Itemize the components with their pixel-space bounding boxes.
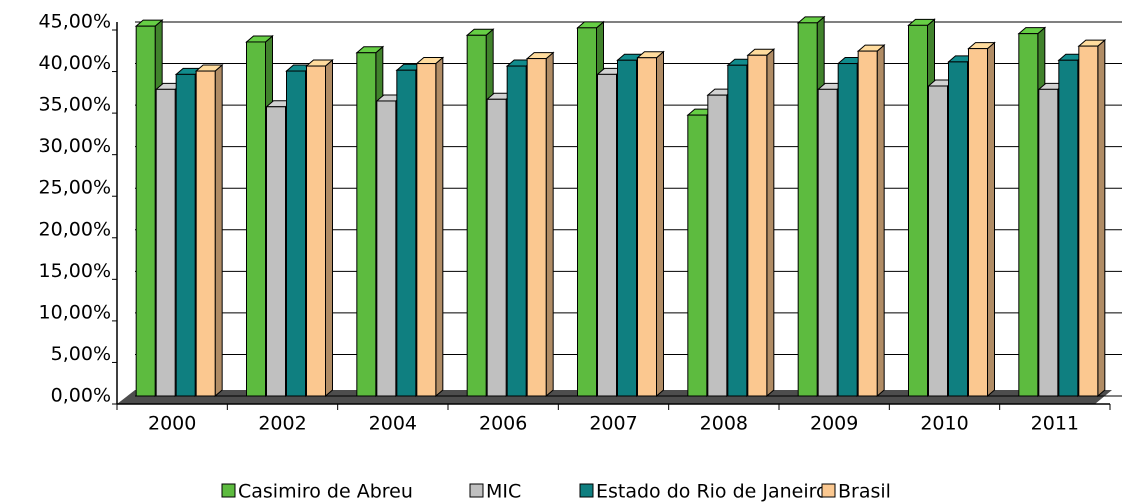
x-tick-label: 2009 bbox=[810, 413, 858, 435]
x-tick-label: 2011 bbox=[1031, 413, 1079, 435]
bar bbox=[577, 27, 597, 397]
bar bbox=[306, 65, 326, 397]
bar bbox=[486, 98, 507, 397]
bar bbox=[968, 48, 988, 397]
x-tick-label: 2000 bbox=[148, 413, 196, 435]
bar-side bbox=[1097, 39, 1106, 398]
bar bbox=[266, 106, 286, 397]
bar-side bbox=[435, 56, 444, 398]
x-tick-label: 2006 bbox=[479, 413, 527, 435]
bar bbox=[797, 22, 818, 397]
y-tick-label: 20,00% bbox=[39, 218, 111, 240]
bar bbox=[707, 94, 728, 397]
bar bbox=[396, 69, 417, 397]
legend-label: Brasil bbox=[838, 481, 891, 503]
bar bbox=[1058, 59, 1079, 397]
bar bbox=[526, 58, 547, 397]
legend-label: MIC bbox=[486, 481, 521, 503]
y-tick-label: 0,00% bbox=[51, 385, 111, 407]
y-tick-label: 35,00% bbox=[39, 94, 111, 116]
y-tick-label: 15,00% bbox=[39, 260, 111, 282]
bar-side bbox=[545, 51, 554, 398]
bar bbox=[817, 88, 838, 397]
bar bbox=[286, 70, 306, 397]
x-tick-label: 2002 bbox=[258, 413, 306, 435]
bar bbox=[928, 85, 948, 397]
bar bbox=[857, 50, 878, 397]
legend-swatch bbox=[579, 483, 594, 498]
x-tick-label: 2007 bbox=[589, 413, 637, 435]
bar bbox=[1038, 88, 1059, 397]
legend-label: Estado do Rio de Janeiro bbox=[596, 481, 828, 503]
bar bbox=[376, 100, 397, 397]
bar bbox=[246, 41, 266, 397]
legend-swatch bbox=[469, 483, 484, 498]
y-tick-label: 5,00% bbox=[51, 343, 111, 365]
bar bbox=[466, 34, 487, 397]
y-tick-label: 40,00% bbox=[39, 52, 111, 74]
bar bbox=[687, 114, 708, 397]
bar-side bbox=[876, 44, 885, 398]
bar bbox=[597, 73, 617, 397]
bar-side bbox=[214, 63, 223, 398]
x-tick-label: 2010 bbox=[920, 413, 968, 435]
bar bbox=[1018, 33, 1039, 397]
y-tick-label: 25,00% bbox=[39, 177, 111, 199]
bar bbox=[617, 59, 637, 397]
y-tick-label: 30,00% bbox=[39, 135, 111, 157]
bar-side bbox=[325, 58, 333, 398]
y-tick-label: 45,00% bbox=[39, 11, 111, 33]
y-tick-label: 10,00% bbox=[39, 301, 111, 323]
bar-side bbox=[656, 50, 664, 398]
bar bbox=[155, 88, 176, 397]
bar bbox=[356, 52, 377, 397]
bar bbox=[135, 25, 156, 397]
legend-label: Casimiro de Abreu bbox=[238, 481, 413, 503]
legend-swatch bbox=[821, 483, 836, 498]
bar-side bbox=[987, 41, 995, 398]
x-tick-label: 2004 bbox=[369, 413, 417, 435]
bar bbox=[837, 63, 858, 397]
bar bbox=[727, 64, 748, 397]
legend-swatch bbox=[221, 483, 236, 498]
bar bbox=[175, 73, 196, 397]
bar bbox=[416, 63, 437, 397]
bar bbox=[1078, 45, 1099, 397]
bar bbox=[948, 61, 968, 397]
bar bbox=[506, 65, 527, 397]
bar bbox=[908, 24, 928, 397]
bar bbox=[195, 70, 216, 397]
bar-side bbox=[766, 48, 775, 398]
bar bbox=[637, 57, 657, 397]
bar bbox=[747, 54, 768, 397]
x-tick-label: 2008 bbox=[700, 413, 748, 435]
